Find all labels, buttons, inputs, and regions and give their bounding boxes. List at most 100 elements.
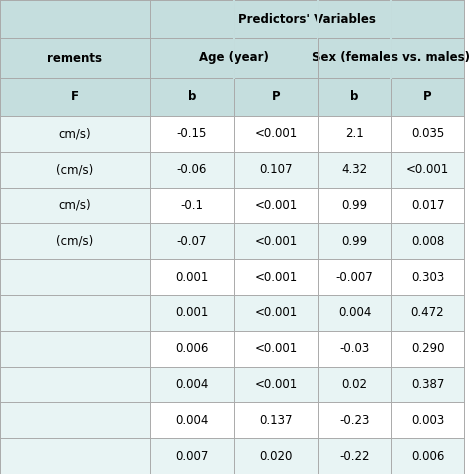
- Bar: [318, 152, 391, 188]
- Bar: [318, 116, 391, 152]
- Bar: [391, 152, 464, 188]
- Bar: [318, 331, 391, 366]
- Text: 0.008: 0.008: [411, 235, 444, 248]
- Bar: [391, 438, 464, 474]
- Bar: [0, 259, 150, 295]
- Text: -0.23: -0.23: [339, 414, 370, 427]
- Bar: [318, 295, 391, 331]
- Text: 0.303: 0.303: [411, 271, 444, 283]
- Text: 0.137: 0.137: [259, 414, 293, 427]
- Bar: [0, 78, 150, 116]
- Bar: [234, 402, 318, 438]
- Text: 0.004: 0.004: [175, 414, 209, 427]
- Text: -0.06: -0.06: [177, 163, 207, 176]
- Bar: [234, 259, 318, 295]
- Text: 0.004: 0.004: [175, 378, 209, 391]
- Bar: [0, 38, 150, 78]
- Text: Predictors' Variables: Predictors' Variables: [238, 12, 376, 26]
- Bar: [391, 78, 464, 116]
- Text: -0.15: -0.15: [177, 128, 207, 140]
- Text: b: b: [350, 91, 359, 103]
- Text: -0.007: -0.007: [336, 271, 374, 283]
- Text: 0.99: 0.99: [341, 235, 367, 248]
- Bar: [391, 116, 464, 152]
- Text: 0.001: 0.001: [175, 271, 209, 283]
- Bar: [150, 152, 234, 188]
- Bar: [391, 188, 464, 223]
- Bar: [234, 438, 318, 474]
- Text: P: P: [423, 91, 432, 103]
- Bar: [0, 116, 150, 152]
- Bar: [318, 38, 464, 78]
- Text: 0.387: 0.387: [411, 378, 444, 391]
- Text: -0.07: -0.07: [177, 235, 207, 248]
- Text: <0.001: <0.001: [406, 163, 449, 176]
- Text: 0.006: 0.006: [411, 450, 444, 463]
- Bar: [0, 438, 150, 474]
- Text: 0.02: 0.02: [341, 378, 367, 391]
- Text: 0.107: 0.107: [259, 163, 293, 176]
- Bar: [150, 78, 234, 116]
- Bar: [150, 438, 234, 474]
- Text: <0.001: <0.001: [255, 378, 298, 391]
- Bar: [0, 0, 150, 38]
- Bar: [0, 223, 150, 259]
- Bar: [318, 188, 391, 223]
- Text: 0.007: 0.007: [175, 450, 209, 463]
- Bar: [234, 152, 318, 188]
- Bar: [391, 223, 464, 259]
- Bar: [150, 188, 234, 223]
- Text: -0.03: -0.03: [339, 342, 370, 355]
- Bar: [234, 78, 318, 116]
- Text: 0.017: 0.017: [411, 199, 444, 212]
- Bar: [150, 366, 234, 402]
- Text: <0.001: <0.001: [255, 199, 298, 212]
- Bar: [0, 366, 150, 402]
- Text: Sex (females vs. males): Sex (females vs. males): [312, 52, 470, 64]
- Text: 0.004: 0.004: [338, 306, 371, 319]
- Text: (cm/s): (cm/s): [56, 163, 94, 176]
- Bar: [391, 295, 464, 331]
- Bar: [318, 78, 391, 116]
- Bar: [0, 188, 150, 223]
- Bar: [234, 366, 318, 402]
- Bar: [391, 402, 464, 438]
- Bar: [391, 366, 464, 402]
- Text: rements: rements: [47, 52, 102, 64]
- Bar: [0, 402, 150, 438]
- Bar: [318, 259, 391, 295]
- Text: <0.001: <0.001: [255, 128, 298, 140]
- Text: 2.1: 2.1: [345, 128, 364, 140]
- Bar: [150, 0, 464, 38]
- Bar: [391, 259, 464, 295]
- Bar: [150, 223, 234, 259]
- Text: 0.99: 0.99: [341, 199, 367, 212]
- Bar: [150, 295, 234, 331]
- Bar: [150, 259, 234, 295]
- Bar: [150, 38, 318, 78]
- Bar: [318, 438, 391, 474]
- Text: <0.001: <0.001: [255, 342, 298, 355]
- Bar: [234, 331, 318, 366]
- Text: Age (year): Age (year): [199, 52, 269, 64]
- Text: cm/s): cm/s): [59, 199, 91, 212]
- Text: 0.003: 0.003: [411, 414, 444, 427]
- Text: -0.22: -0.22: [339, 450, 370, 463]
- Text: -0.1: -0.1: [181, 199, 203, 212]
- Text: <0.001: <0.001: [255, 271, 298, 283]
- Bar: [0, 331, 150, 366]
- Bar: [0, 152, 150, 188]
- Bar: [150, 402, 234, 438]
- Bar: [234, 295, 318, 331]
- Bar: [318, 402, 391, 438]
- Text: 4.32: 4.32: [341, 163, 367, 176]
- Text: (cm/s): (cm/s): [56, 235, 94, 248]
- Bar: [391, 331, 464, 366]
- Text: 0.020: 0.020: [259, 450, 292, 463]
- Bar: [150, 116, 234, 152]
- Bar: [150, 331, 234, 366]
- Text: 0.006: 0.006: [175, 342, 209, 355]
- Text: <0.001: <0.001: [255, 306, 298, 319]
- Bar: [318, 366, 391, 402]
- Text: 0.035: 0.035: [411, 128, 444, 140]
